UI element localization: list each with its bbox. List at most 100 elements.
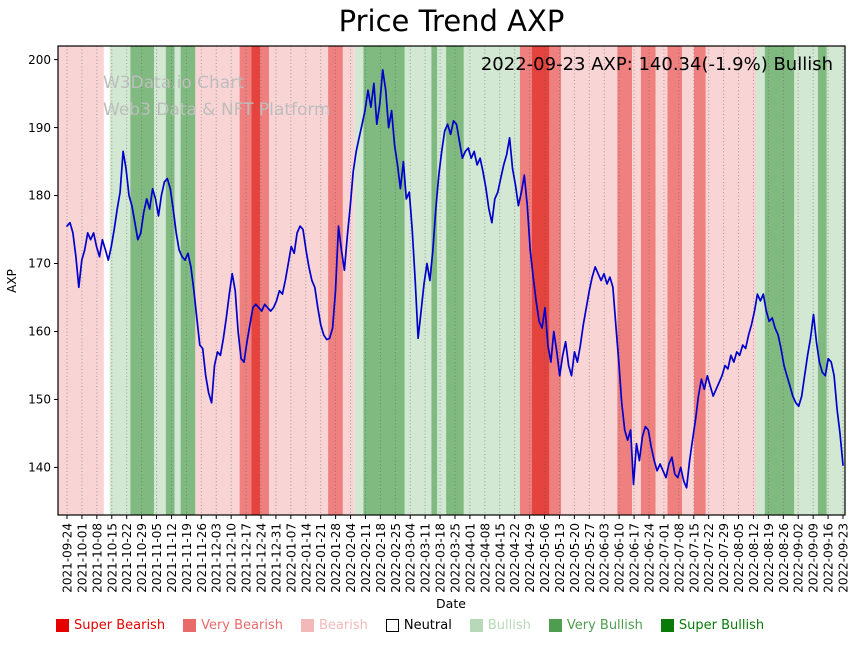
price-line (66, 68, 844, 489)
sentiment-band-BU (756, 46, 765, 515)
sentiment-band-VBU (363, 46, 405, 515)
x-tick-label: 2022-06-03 (598, 523, 612, 593)
y-tick-label: 170 (28, 257, 51, 271)
x-tick-label: 2022-06-10 (613, 523, 627, 593)
x-tick-label: 2021-12-03 (210, 523, 224, 593)
axis-ticks-layer: 2021-09-24 2021-10-01 2021-10-08 2021-10-15… (28, 53, 850, 593)
x-tick-label: 2021-10-29 (135, 523, 149, 593)
legend-item-N: Neutral (385, 618, 452, 633)
sentiment-band-BU (794, 46, 818, 515)
y-tick-label: 190 (28, 121, 51, 135)
legend-label-SBU: Super Bullish (678, 618, 765, 633)
x-tick-label: 2022-01-14 (299, 523, 313, 593)
y-tick-label: 140 (28, 461, 51, 475)
y-tick-label: 160 (28, 325, 51, 339)
x-tick-label: 2022-05-20 (568, 523, 582, 593)
sentiment-band-VBU (130, 46, 154, 515)
x-tick-label: 2022-08-19 (762, 523, 776, 593)
sentiment-band-B (632, 46, 641, 515)
sentiment-band-VBU (180, 46, 196, 515)
x-tick-label: 2022-02-04 (344, 523, 358, 593)
sentiment-band-BU (826, 46, 845, 515)
legend-swatch-VB (183, 619, 197, 632)
sentiment-band-SB (251, 46, 261, 515)
x-tick-label: 2022-07-22 (702, 523, 716, 593)
legend-label-BU: Bullish (487, 618, 531, 633)
sentiment-band-VBU (764, 46, 795, 515)
x-tick-label: 2022-09-09 (807, 523, 821, 593)
x-tick-label: 2022-04-15 (493, 523, 507, 593)
x-tick-label: 2022-07-08 (672, 523, 686, 593)
sentiment-band-BU (174, 46, 181, 515)
sentiment-band-BU (154, 46, 166, 515)
x-tick-label: 2022-09-16 (822, 523, 836, 593)
sentiment-band-VB (667, 46, 683, 515)
x-tick-label: 2022-05-27 (583, 523, 597, 593)
legend-swatch-N (385, 619, 399, 632)
sentiment-bands-layer (58, 46, 845, 515)
x-tick-label: 2022-07-01 (657, 523, 671, 593)
sentiment-band-VBU (431, 46, 438, 515)
x-tick-label: 2022-03-18 (434, 523, 448, 593)
x-tick-label: 2021-10-22 (120, 523, 134, 593)
x-tick-label: 2022-08-12 (747, 523, 761, 593)
legend-label-SB: Super Bearish (74, 618, 166, 633)
x-tick-label: 2021-10-08 (90, 523, 104, 593)
x-tick-label: 2022-09-23 (837, 523, 851, 593)
x-tick-label: 2021-12-17 (240, 523, 254, 593)
legend-item-VB: Very Bearish (183, 618, 283, 633)
legend-item-VBU: Very Bullish (548, 618, 643, 633)
sentiment-band-B (342, 46, 355, 515)
sentiment-band-B (705, 46, 756, 515)
legend-label-VBU: Very Bullish (566, 618, 643, 633)
x-tick-label: 2022-01-28 (329, 523, 343, 593)
x-tick-label: 2022-01-21 (314, 523, 328, 593)
legend-item-SB: Super Bearish (56, 618, 165, 633)
sentiment-band-B (269, 46, 329, 515)
y-tick-label: 180 (28, 189, 51, 203)
x-tick-label: 2022-02-25 (389, 523, 403, 593)
x-tick-label: 2022-04-22 (508, 523, 522, 593)
sentiment-band-VB (640, 46, 656, 515)
legend-label-VB: Very Bearish (201, 618, 283, 633)
x-tick-label: 2021-09-24 (61, 523, 75, 593)
x-tick-label: 2021-11-12 (165, 523, 179, 593)
x-tick-label: 2021-11-26 (195, 523, 209, 593)
x-tick-label: 2022-01-07 (284, 523, 298, 593)
x-tick-label: 2021-10-15 (105, 523, 119, 593)
sentiment-band-BU (463, 46, 520, 515)
y-tick-label: 200 (28, 53, 51, 67)
x-tick-label: 2022-04-01 (463, 523, 477, 593)
sentiment-band-B (58, 46, 104, 515)
sentiment-band-BU (404, 46, 432, 515)
x-tick-label: 2021-11-05 (150, 523, 164, 593)
x-tick-label: 2022-02-11 (359, 523, 373, 593)
latest-price-annotation: 2022-09-23 AXP: 140.34(-1.9%) Bullish (480, 54, 833, 75)
x-tick-label: 2022-07-29 (717, 523, 731, 593)
x-tick-label: 2022-06-24 (643, 523, 657, 593)
x-tick-label: 2022-07-15 (687, 523, 701, 593)
sentiment-band-VB (549, 46, 562, 515)
x-tick-label: 2022-04-08 (478, 523, 492, 593)
sentiment-band-B (655, 46, 668, 515)
sentiment-band-B (195, 46, 240, 515)
sentiment-band-VB (694, 46, 706, 515)
sentiment-band-BU (354, 46, 364, 515)
sentiment-band-BU (437, 46, 447, 515)
legend-item-SBU: Super Bullish (660, 618, 765, 633)
plot-border (57, 45, 846, 516)
x-tick-label: 2022-03-25 (449, 523, 463, 593)
sentiment-band-VB (239, 46, 252, 515)
sentiment-band-VBU (165, 46, 175, 515)
sentiment-band-SB (531, 46, 550, 515)
x-tick-label: 2022-05-13 (553, 523, 567, 593)
sentiment-band-B (682, 46, 694, 515)
x-tick-label: 2021-12-10 (225, 523, 239, 593)
x-tick-label: 2022-09-02 (792, 523, 806, 593)
x-tick-label: 2021-10-01 (75, 523, 89, 593)
legend-swatch-SB (56, 619, 69, 632)
legend-label-N: Neutral (403, 618, 452, 633)
legend-item-B: Bearish (300, 618, 368, 633)
y-axis-label: AXP (5, 269, 19, 293)
